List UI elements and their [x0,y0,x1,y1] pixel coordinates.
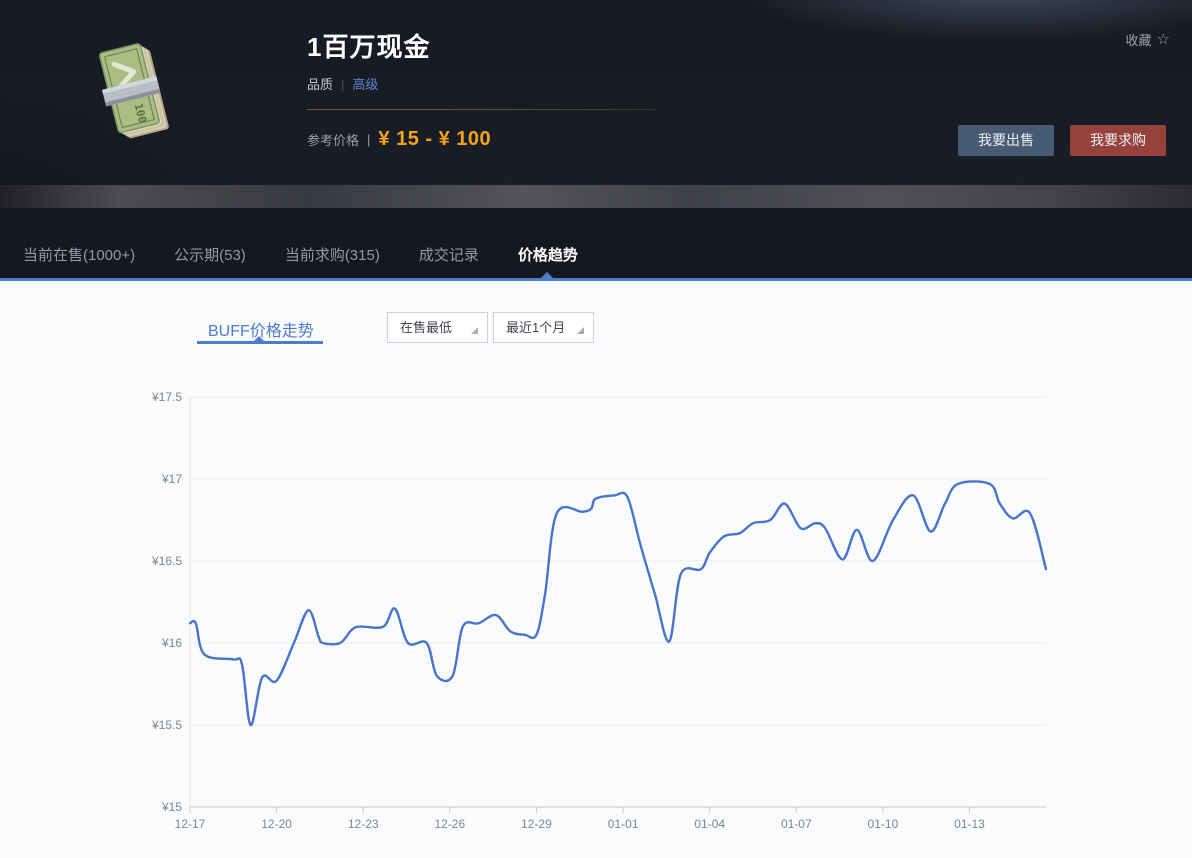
reference-price-label: 参考价格 [307,133,360,148]
y-axis-tick-label: ¥16.5 [151,554,182,568]
price-type-select[interactable]: 在售最低 [387,312,488,343]
x-axis-tick-label: 01-07 [781,817,812,831]
tab-selling[interactable]: 当前在售(1000+) [23,247,136,264]
quality-value[interactable]: 高级 [352,77,379,92]
header-divider [307,109,655,110]
x-axis-tick-label: 12-26 [434,817,465,831]
y-axis-tick-label: ¥17 [161,472,182,486]
subtab-pointer-icon [254,336,264,341]
cash-stack-icon: 100 [96,40,174,148]
tab-public-notice[interactable]: 公示期(53) [174,247,246,264]
header-banner-image [0,185,1192,208]
tab-deal-history[interactable]: 成交记录 [418,247,479,264]
price-type-value: 在售最低 [400,320,453,335]
reference-price-row: 参考价格 | ¥ 15 - ¥ 100 [307,128,491,151]
x-axis-tick-label: 12-20 [261,817,292,831]
x-axis-tick-label: 01-04 [694,817,725,831]
time-range-select[interactable]: 最近1个月 [493,312,594,343]
price-line [188,480,1048,727]
select-corner-arrow-icon [577,327,584,334]
item-title: 1百万现金 [307,32,431,62]
subtab-buff-price-trend[interactable]: BUFF价格走势 [208,323,314,340]
sell-button[interactable]: 我要出售 [958,125,1054,156]
tab-price-trend[interactable]: 价格趋势 [517,247,578,264]
tab-active-pointer-icon [541,272,553,278]
x-axis-tick-label: 01-01 [608,817,639,831]
select-corner-arrow-icon [471,327,478,334]
x-axis-tick-label: 12-23 [348,817,379,831]
favorite-label: 收藏 [1125,33,1152,48]
favorite-button[interactable]: 收藏 ☆ [1126,30,1170,49]
y-axis-tick-label: ¥17.5 [151,390,182,404]
reference-price-value: ¥ 15 - ¥ 100 [378,128,492,150]
subtab-underline [197,341,323,344]
svg-text:100: 100 [132,102,149,124]
item-header: 100 1百万现金 品质 | 高级 参考价格 | ¥ 15 - ¥ 100 收藏 ☆… [0,0,1192,208]
y-axis-tick-label: ¥15.5 [151,718,182,732]
x-axis-tick-label: 01-10 [868,817,899,831]
time-range-value: 最近1个月 [506,320,566,335]
tab-active-underline [0,278,1192,281]
price-separator: | [367,132,371,147]
quality-separator: | [341,77,345,92]
y-axis-tick-label: ¥16 [161,636,182,650]
star-outline-icon: ☆ [1156,31,1170,48]
x-axis-tick-label: 12-17 [175,817,206,831]
quality-label: 品质 [307,77,334,92]
tab-buy-orders[interactable]: 当前求购(315) [284,247,380,264]
buy-button[interactable]: 我要求购 [1070,125,1166,156]
item-tab-bar: 当前在售(1000+) 公示期(53) 当前求购(315) 成交记录 价格趋势 [0,208,1192,278]
x-axis-tick-label: 12-29 [521,817,552,831]
y-axis-tick-label: ¥15 [161,800,182,814]
quality-row: 品质 | 高级 [307,74,378,93]
x-axis-tick-label: 01-13 [954,817,985,831]
